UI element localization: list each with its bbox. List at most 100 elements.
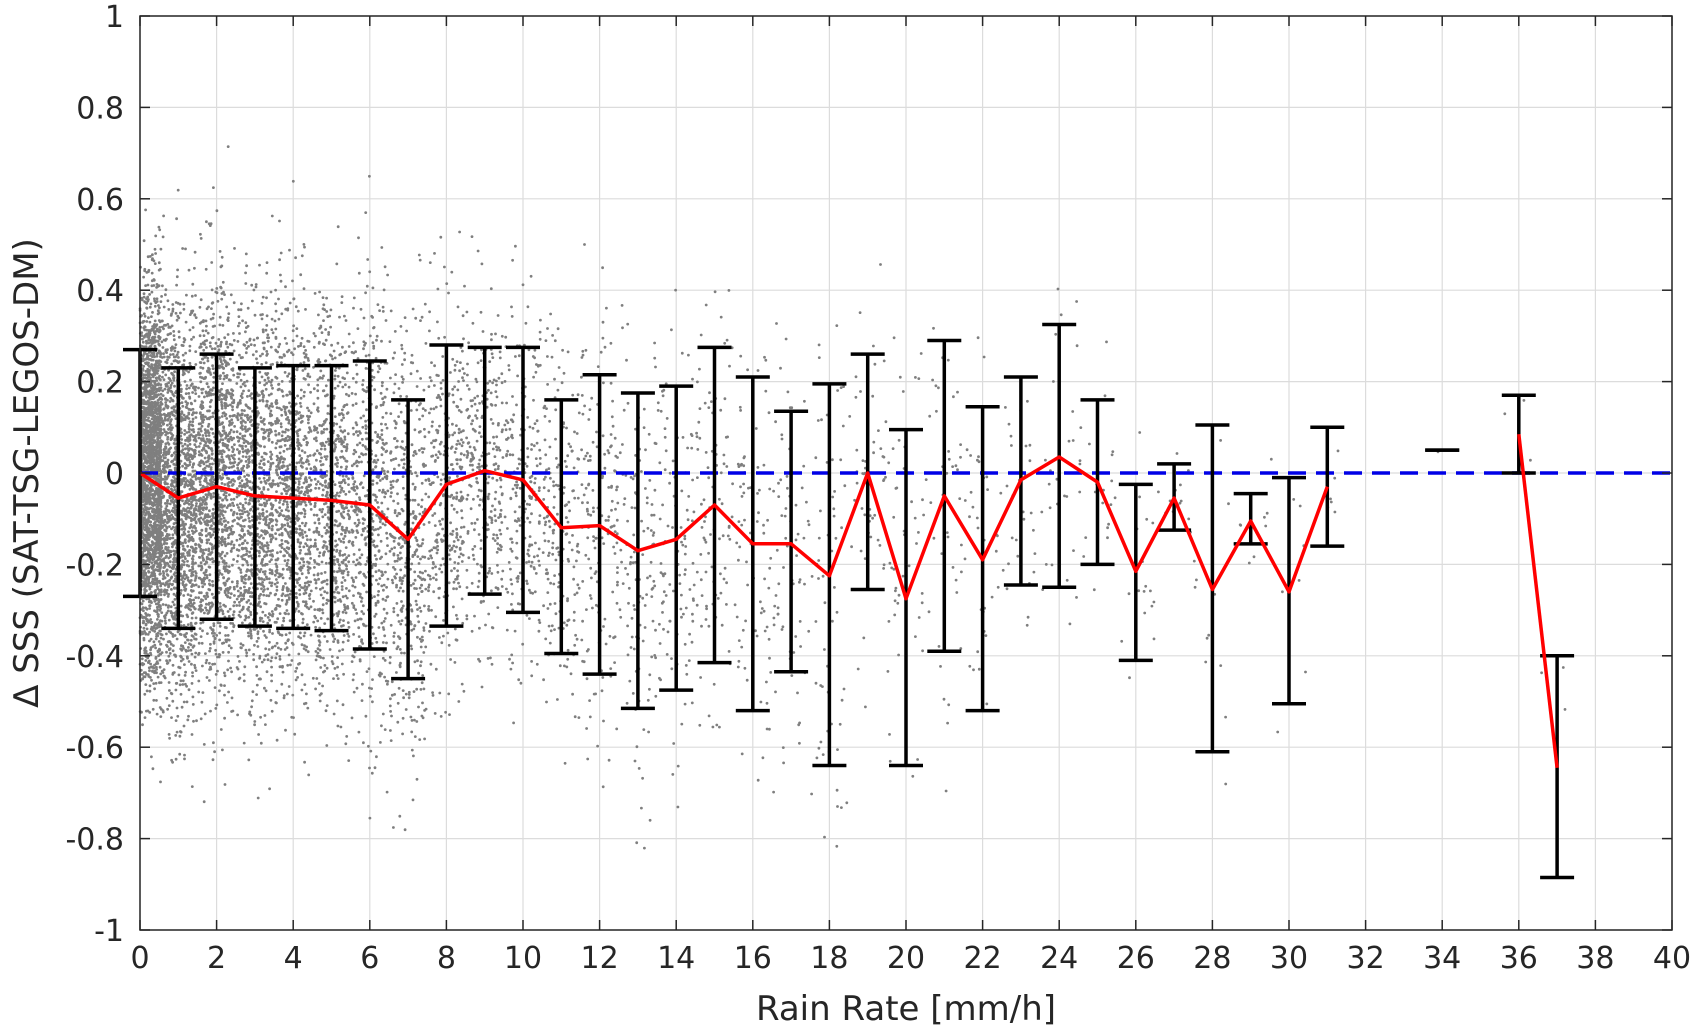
scatter-point xyxy=(143,497,147,500)
scatter-point xyxy=(182,302,186,306)
scatter-point xyxy=(230,540,234,544)
scatter-point xyxy=(233,594,236,597)
scatter-point xyxy=(148,607,152,610)
scatter-point xyxy=(217,338,221,341)
scatter-point xyxy=(171,459,175,463)
scatter-point xyxy=(230,438,234,442)
scatter-point xyxy=(183,502,186,506)
scatter-point xyxy=(209,392,213,395)
scatter-point xyxy=(204,329,208,333)
scatter-point xyxy=(154,681,158,685)
scatter-point xyxy=(180,417,184,420)
scatter-point xyxy=(232,558,236,561)
scatter-point xyxy=(159,383,163,387)
scatter-point xyxy=(194,475,197,479)
scatter-point xyxy=(222,371,225,375)
scatter-point xyxy=(152,435,156,439)
scatter-point xyxy=(205,658,209,662)
scatter-point xyxy=(187,714,190,718)
scatter-point xyxy=(157,304,160,307)
scatter-point xyxy=(159,505,163,509)
scatter-point xyxy=(164,603,168,607)
scatter-point xyxy=(184,320,188,324)
scatter-point xyxy=(150,364,154,368)
scatter-point xyxy=(166,322,170,326)
scatter-point xyxy=(151,257,154,261)
scatter-point xyxy=(199,380,203,384)
scatter-point xyxy=(176,714,180,718)
scatter-point xyxy=(173,405,177,408)
scatter-point xyxy=(197,427,201,431)
scatter-point xyxy=(157,335,161,339)
scatter-point xyxy=(195,719,198,723)
scatter-point xyxy=(151,420,155,424)
scatter-point xyxy=(149,600,153,603)
scatter-point xyxy=(214,648,218,652)
scatter-point xyxy=(158,489,162,492)
scatter-point xyxy=(227,650,231,654)
scatter-point xyxy=(203,576,206,580)
scatter-point xyxy=(203,582,207,586)
scatter-point xyxy=(192,462,196,466)
scatter-point xyxy=(148,544,152,548)
scatter-point xyxy=(191,326,195,329)
scatter-point xyxy=(165,611,169,615)
scatter-point xyxy=(210,355,214,359)
scatter-point xyxy=(189,608,193,612)
scatter-point xyxy=(213,632,216,635)
scatter-point xyxy=(201,406,205,409)
scatter-point xyxy=(161,603,165,606)
scatter-point xyxy=(163,518,167,522)
scatter-point xyxy=(169,346,173,350)
scatter-point xyxy=(167,442,171,446)
scatter-point xyxy=(216,655,219,659)
scatter-point xyxy=(145,689,149,693)
scatter-point xyxy=(233,518,236,522)
scatter-point xyxy=(198,504,202,508)
scatter-point xyxy=(153,687,157,691)
scatter-point xyxy=(173,528,177,532)
scatter-point xyxy=(191,514,195,517)
scatter-point xyxy=(193,266,196,270)
scatter-point xyxy=(188,553,191,557)
scatter-point xyxy=(227,565,231,568)
scatter-point xyxy=(151,388,155,392)
scatter-point xyxy=(158,326,162,329)
scatter-point xyxy=(202,594,206,598)
scatter-point xyxy=(193,579,197,582)
scatter-point xyxy=(191,475,194,479)
scatter-point xyxy=(169,446,173,450)
scatter-point xyxy=(156,555,160,559)
scatter-point xyxy=(197,395,201,398)
scatter-point xyxy=(221,528,224,532)
scatter-point xyxy=(141,489,145,493)
scatter-point xyxy=(141,337,144,341)
scatter-point xyxy=(165,588,169,592)
scatter-point xyxy=(179,654,183,658)
scatter-point xyxy=(226,454,230,457)
scatter-point xyxy=(210,452,214,456)
scatter-point xyxy=(190,486,194,489)
scatter-point xyxy=(199,442,202,445)
scatter-point xyxy=(192,385,196,389)
scatter-point xyxy=(214,707,218,710)
scatter-point xyxy=(166,404,169,408)
scatter-point xyxy=(206,409,209,413)
scatter-point xyxy=(152,462,156,466)
scatter-point xyxy=(146,492,149,496)
scatter-point xyxy=(142,453,146,457)
scatter-point xyxy=(194,543,198,547)
scatter-point xyxy=(204,430,208,434)
scatter-point xyxy=(211,758,215,762)
scatter-point xyxy=(176,188,180,192)
scatter-point xyxy=(141,369,145,372)
scatter-point xyxy=(156,649,160,653)
scatter-point xyxy=(140,657,144,661)
scatter-point xyxy=(185,384,189,387)
scatter-point xyxy=(183,483,187,487)
scatter-point xyxy=(209,495,213,498)
scatter-point xyxy=(150,279,154,283)
scatter-point xyxy=(200,641,204,645)
scatter-point xyxy=(147,514,151,518)
scatter-point xyxy=(156,383,160,386)
